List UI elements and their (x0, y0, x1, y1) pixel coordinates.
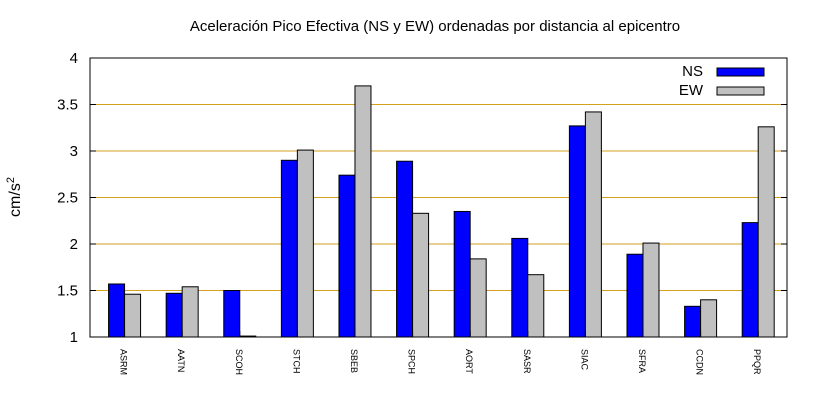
bar-ew-sbeb (354, 85, 372, 338)
x-tick-label: AORT (464, 349, 474, 374)
x-tick-label: AATN (176, 349, 186, 372)
legend-label-ns: NS (682, 63, 703, 80)
bar-ew-sfra (642, 242, 660, 338)
bar-ns-ppqr (741, 222, 759, 338)
bar-ew-asrm (124, 293, 142, 338)
bar-ns-sbeb (338, 174, 356, 338)
y-tick-label: 1.5 (57, 283, 78, 300)
x-tick-label: ASRM (119, 349, 129, 375)
bar-ew-ccdn (700, 299, 718, 338)
bar-ew-stch (296, 149, 314, 338)
bar-ns-sasr (511, 237, 529, 338)
y-axis-label-exponent: 2 (5, 177, 17, 183)
y-tick-label: 4 (70, 50, 78, 67)
x-tick-label: CCDN (695, 349, 705, 375)
legend-label-ew: EW (679, 82, 704, 99)
bar-ew-aatn (181, 286, 199, 338)
bar-ns-asrm (108, 283, 126, 338)
bar-ns-siac (568, 125, 586, 338)
chart-title: Aceleración Pico Efectiva (NS y EW) orde… (190, 18, 680, 35)
y-axis-ticks: 1 1.5 2 2.5 3 3.5 4 (57, 50, 787, 346)
legend-swatch-ns (716, 67, 765, 77)
legend-swatch-ew (716, 86, 765, 96)
bar-ns-scoh (223, 290, 241, 338)
x-tick-label: SIAC (579, 349, 589, 371)
x-tick-label: SCOH (234, 349, 244, 375)
bar-ew-siac (584, 111, 602, 338)
x-tick-label: SPCH (407, 349, 417, 374)
grid-lines (90, 104, 787, 291)
bar-ew-sasr (527, 274, 545, 338)
y-tick-label: 1 (70, 329, 78, 346)
bar-ns-aatn (165, 292, 183, 338)
y-axis-label: cm/s2 (5, 177, 24, 217)
y-tick-label: 3.5 (57, 97, 78, 114)
bar-ns-spch (396, 160, 414, 338)
y-axis-label-unit: cm/s (7, 183, 24, 217)
legend: NS EW (679, 63, 765, 99)
bars (108, 85, 775, 338)
x-tick-label: SFRA (637, 349, 647, 373)
bar-ns-ccdn (684, 305, 702, 338)
x-axis-ticks: ASRM AATN SCOH STCH SBEB SPCH AORT SASR SIAC SFRA… (119, 331, 762, 375)
x-tick-label: SASR (522, 349, 532, 374)
bar-ew-ppqr (757, 126, 775, 338)
y-tick-label: 2.5 (57, 190, 78, 207)
bar-ns-aort (453, 210, 471, 338)
y-tick-label: 2 (70, 236, 78, 253)
bar-ns-sfra (626, 253, 644, 338)
y-tick-label: 3 (70, 143, 78, 160)
x-tick-label: SBEB (349, 349, 359, 373)
x-tick-label: STCH (291, 349, 301, 374)
x-tick-label: PPQR (752, 349, 762, 375)
bar-ew-aort (469, 258, 487, 338)
bar-ew-spch (412, 212, 430, 338)
bar-ns-stch (280, 159, 298, 338)
